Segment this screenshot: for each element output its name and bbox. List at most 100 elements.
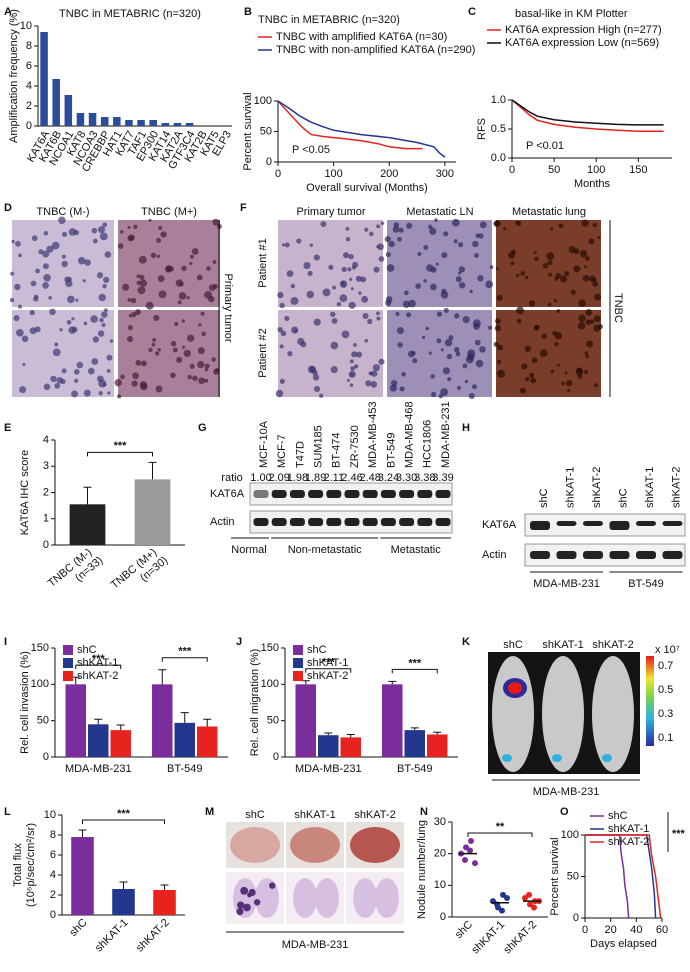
y-axis-label: Percent survival [549,837,561,915]
nucleus [447,377,452,382]
nucleus [66,320,72,325]
band [609,521,630,530]
chart-title: TNBC in METABRIC (n=320) [59,8,201,20]
nucleus [440,291,449,299]
nucleus [313,385,321,392]
nucleus [318,393,324,398]
nucleus [487,325,493,330]
nucleus [349,383,354,387]
nucleus [503,227,507,231]
nucleus [31,235,38,242]
band [289,490,305,498]
band [308,490,324,498]
nucleus [67,295,75,304]
bar [88,113,97,126]
legend-label: shKAT-2 [608,836,649,848]
data-point [467,847,473,854]
y-tick-label: 50 [267,715,279,727]
nucleus [584,351,588,355]
nucleus [356,351,363,358]
nucleus [137,286,146,295]
nucleus [56,376,64,384]
lane-label: shC [538,488,550,508]
x-tick-label: 40 [630,924,642,936]
nucleus [198,377,206,385]
data-point [468,838,474,844]
nucleus [586,340,594,348]
nucleus [474,253,479,258]
nucleus [74,378,79,383]
nucleus [155,385,163,393]
nucleus [469,289,473,294]
y-tick-label: 0 [26,120,32,132]
nucleus [82,279,86,283]
y-tick-label: 6 [50,849,56,861]
nucleus [307,365,316,374]
band [662,551,683,559]
y-axis-label: Amplification frequency (%) [8,9,20,143]
nucleus [186,296,190,300]
nucleus [471,384,478,390]
significance-label: *** [114,440,128,452]
nucleus [346,378,351,382]
nucleus [158,225,163,231]
nucleus [330,341,339,350]
nucleus [585,256,590,261]
nucleus [102,382,107,387]
nucleus [547,302,552,307]
nucleus [458,282,466,289]
bar [153,890,176,915]
y-tick-label: 100 [31,678,49,690]
nucleus [525,376,530,382]
ratio-value: 2.09 [268,472,289,484]
bar [52,79,60,126]
significance-bracket [82,819,165,824]
error-bar [94,718,103,725]
nucleus [530,377,537,384]
nucleus [521,363,528,370]
nucleus [581,219,589,227]
bar [76,113,85,126]
nucleus [477,275,484,282]
nucleus [11,239,15,244]
column-label: TNBC (M+) [141,206,197,218]
nucleus [15,328,24,337]
nucleus [175,279,184,287]
nucleus [352,342,357,347]
nucleus [117,394,122,399]
group-label: BT-549 [628,578,663,590]
y-tick-label: 100 [254,95,272,107]
y-axis-label: (10⁶p/sec/cm²/sr) [25,823,37,907]
band [308,518,324,526]
nucleus [284,242,290,248]
nucleus [566,379,573,387]
nucleus [378,358,385,365]
nucleus [181,265,187,272]
column-label: shKAT-1 [542,639,583,651]
x-tick-label: 100 [324,168,342,180]
error-bar [324,732,333,736]
nucleus [388,240,395,248]
nucleus [54,342,59,347]
ratio-value: 1.89 [305,472,326,484]
nucleus [478,233,484,239]
error-bar [433,731,442,735]
nucleus [558,223,564,229]
nucleus [136,274,141,278]
lane-label: HCC1806 [422,420,434,468]
nucleus [402,300,411,309]
nucleus [102,222,108,228]
lane-label: MDA-MB-453 [367,401,379,468]
nucleus [485,280,494,289]
nucleus [35,268,40,274]
legend-label: TNBC with amplified KAT6A (n=30) [276,31,447,43]
chart-title: basal-like in KM Plotter [515,8,628,20]
legend-label: shC [608,810,628,822]
ratio-label: ratio [221,472,242,484]
scale-tick: 0.1 [658,732,673,744]
significance-label: *** [117,808,131,820]
bar [110,730,131,757]
x-tick-label: 0 [275,168,281,180]
nucleus [208,284,216,292]
nodule [248,888,256,897]
